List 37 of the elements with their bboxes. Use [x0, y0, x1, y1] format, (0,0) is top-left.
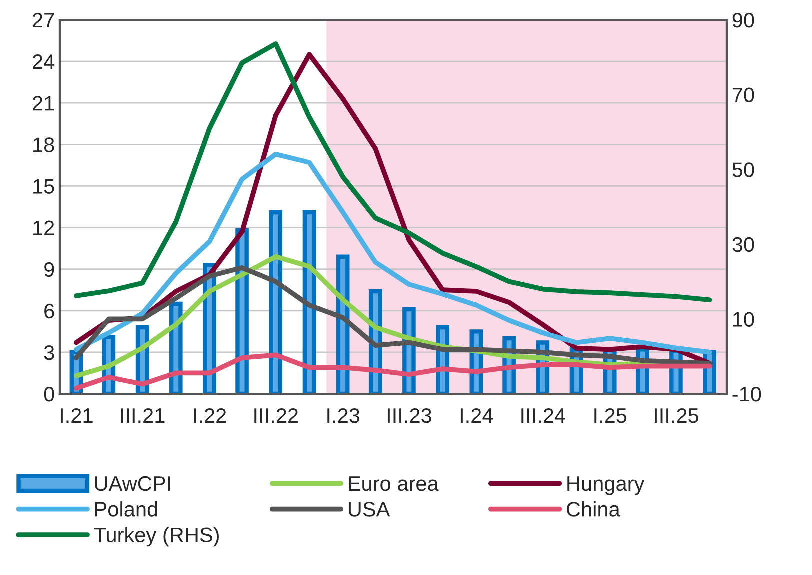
y2-tick-label: 10 [733, 312, 754, 327]
x-tick-label: III.21 [121, 408, 165, 423]
x-tick-label: I.22 [194, 408, 226, 423]
legend-label: Euro area [349, 476, 439, 492]
y-tick-label: 6 [44, 304, 54, 319]
y-tick-label: 9 [44, 262, 54, 278]
y-tick-label: 3 [44, 345, 54, 360]
y-tick-label: 0 [44, 387, 54, 402]
line-series [74, 352, 712, 391]
y2-tick-label: 30 [732, 237, 754, 252]
legend-label: UAwCPI [95, 476, 170, 492]
x-tick-label: III.25 [654, 408, 699, 424]
x-tick-label: III.22 [254, 408, 298, 423]
line-series [74, 266, 712, 366]
x-tick-label: I.21 [60, 408, 93, 423]
x-tick-label: III.23 [388, 408, 432, 424]
y-tick-label: 24 [33, 54, 55, 70]
y-tick-label: 18 [34, 138, 54, 152]
x-tick-label: III.24 [522, 408, 566, 423]
y-tick-label: 15 [34, 179, 54, 194]
line-series [74, 42, 712, 303]
legend-label: Turkey (RHS) [94, 527, 219, 547]
x-tick-label: I.25 [594, 408, 627, 424]
y2-tick-label: 50 [732, 162, 754, 178]
legend-label: Hungary [568, 476, 645, 496]
x-tick-label: I.24 [460, 408, 494, 423]
y-tick-label: 21 [33, 96, 54, 111]
legend-label: Poland [95, 502, 158, 517]
y2-tick-label: -10 [732, 387, 762, 402]
legend-label: China [566, 502, 620, 517]
y-tick-label: 27 [33, 13, 54, 28]
y2-tick-label: 70 [732, 88, 754, 103]
x-tick-label: I.23 [328, 408, 360, 424]
y2-tick-label: 90 [732, 13, 754, 28]
legend-label: USA [348, 502, 390, 517]
y-tick-label: 12 [34, 220, 54, 236]
line-series [74, 152, 712, 355]
